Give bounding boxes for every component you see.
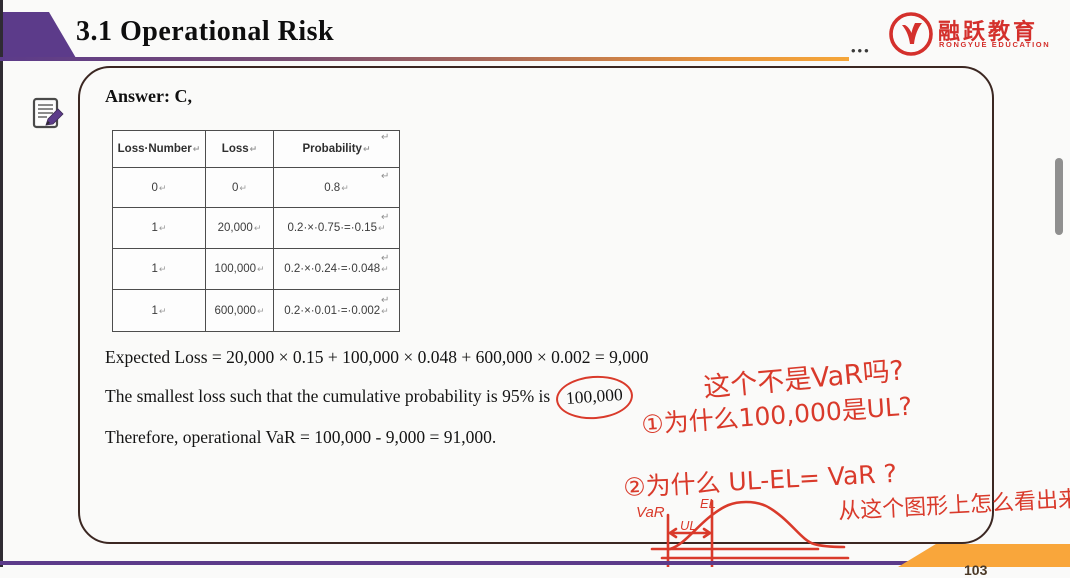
footer-corner-shape (898, 544, 1070, 567)
rongyue-logo-icon (889, 12, 933, 56)
page-number: 103 (964, 562, 988, 578)
smallest-loss-line: The smallest loss such that the cumulati… (105, 373, 765, 422)
header-accent-shape (3, 12, 76, 58)
loss-probability-table: Loss·Number↵ Loss↵ Probability↵ 0↵ 0↵ 0.… (112, 130, 400, 332)
row-end-mark: ↵ (381, 132, 390, 143)
window-left-edge (0, 0, 3, 567)
scrollbar-thumb[interactable] (1055, 158, 1063, 235)
table-row: 1↵ 20,000↵ 0.2·×·0.75·=·0.15↵ (112, 207, 400, 249)
header-divider-line (0, 57, 849, 61)
table-row: 1↵ 100,000↵ 0.2·×·0.24·=·0.048↵ (112, 248, 400, 290)
expected-loss-line: Expected Loss = 20,000 × 0.15 + 100,000 … (105, 347, 649, 367)
sketch-ul-label: UL (680, 518, 697, 533)
ellipsis-dots[interactable]: ••• (851, 43, 871, 58)
row-end-mark: ↵ (381, 212, 390, 223)
page-title: 3.1 Operational Risk (76, 16, 335, 47)
var-result-line: Therefore, operational VaR = 100,000 - 9… (105, 427, 497, 447)
distribution-sketch: VaR UL EL (636, 496, 850, 567)
table-header-row: Loss·Number↵ Loss↵ Probability↵ (112, 130, 400, 168)
slide-content-box (78, 66, 994, 544)
sketch-el-label: EL (700, 496, 716, 511)
col-header-loss: Loss↵ (205, 130, 274, 168)
circled-value: 100,000 (554, 373, 634, 422)
table-row: 1↵ 600,000↵ 0.2·×·0.01·=·0.002↵ (112, 289, 400, 332)
sketch-var-label: VaR (636, 504, 665, 521)
row-end-mark: ↵ (381, 171, 390, 182)
logo-cn-text: 融跃教育 (938, 19, 1039, 44)
row-end-mark: ↵ (381, 253, 390, 264)
row-end-mark: ↵ (381, 295, 390, 306)
answer-label: Answer: C, (105, 86, 192, 106)
explanation-text: Expected Loss = 20,000 × 0.15 + 100,000 … (105, 339, 765, 456)
edit-note-icon[interactable] (31, 95, 65, 135)
table-row: 0↵ 0↵ 0.8↵ (112, 167, 400, 208)
logo-en-text: RONGYUE EDUCATION (939, 40, 1051, 49)
footer-accent-bar (0, 561, 1070, 565)
col-header-loss-number: Loss·Number↵ (112, 130, 206, 168)
